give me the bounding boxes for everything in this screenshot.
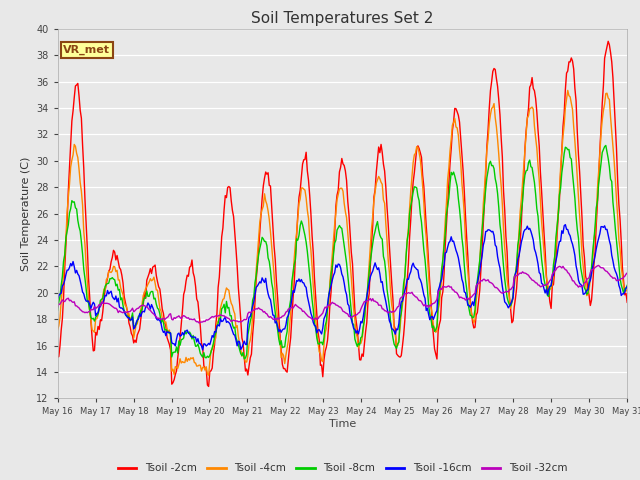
Y-axis label: Soil Temperature (C): Soil Temperature (C) bbox=[20, 156, 31, 271]
Legend: Tsoil -2cm, Tsoil -4cm, Tsoil -8cm, Tsoil -16cm, Tsoil -32cm: Tsoil -2cm, Tsoil -4cm, Tsoil -8cm, Tsoi… bbox=[113, 459, 572, 478]
Title: Soil Temperatures Set 2: Soil Temperatures Set 2 bbox=[252, 11, 433, 26]
Text: VR_met: VR_met bbox=[63, 45, 110, 55]
X-axis label: Time: Time bbox=[329, 419, 356, 429]
